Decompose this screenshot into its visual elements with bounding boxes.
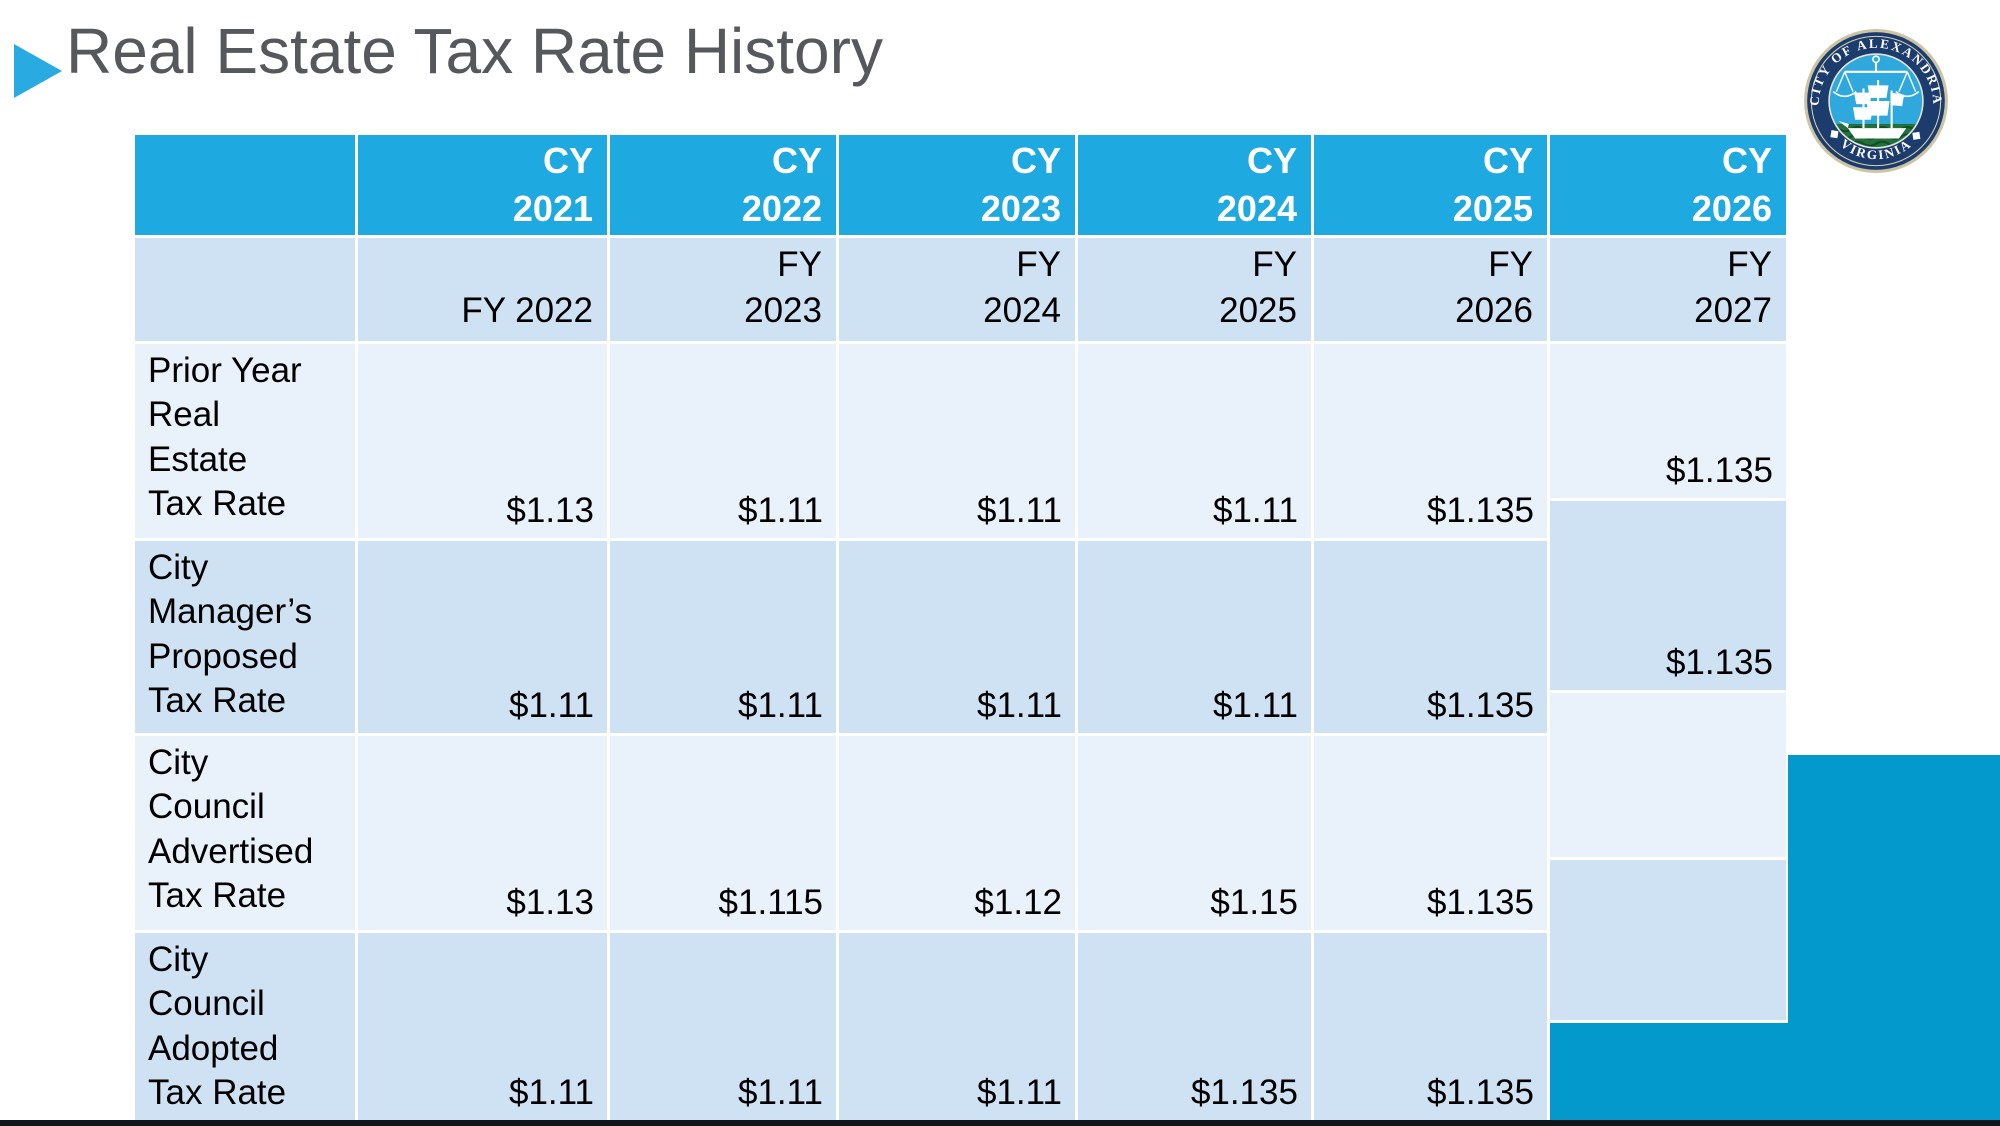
value-text: $1.13 <box>506 883 594 922</box>
value-cell-adopted-cy2026 <box>1550 860 1786 1020</box>
row-label-proposed: City Manager’s Proposed Tax Rate <box>135 541 355 733</box>
header-cell-cy2023: CY 2023 <box>839 135 1075 235</box>
value-cell-prior-year-cy2026: $1.135 <box>1550 344 1786 498</box>
value-cell-advertised-cy2026 <box>1550 693 1786 857</box>
value-cell-advertised-cy2025: $1.135 <box>1314 736 1547 930</box>
value-cell-adopted-cy2022: $1.11 <box>610 933 836 1120</box>
value-cell-proposed-cy2023: $1.11 <box>839 541 1075 733</box>
value-text: $1.12 <box>974 883 1062 922</box>
value-cell-proposed-cy2021: $1.11 <box>358 541 607 733</box>
fy-cell-fy2023: FY 2023 <box>610 238 836 341</box>
value-cell-adopted-cy2023: $1.11 <box>839 933 1075 1120</box>
header-label: CY 2026 <box>1691 140 1772 229</box>
value-text: $1.11 <box>1213 491 1298 530</box>
value-cell-prior-year-cy2023: $1.11 <box>839 344 1075 538</box>
header-cell-empty <box>135 135 355 235</box>
value-text: $1.135 <box>1665 451 1773 490</box>
fy-label: FY 2026 <box>1455 245 1533 330</box>
value-text: $1.11 <box>509 686 594 725</box>
value-text: $1.13 <box>506 491 594 530</box>
header-label: CY 2024 <box>1216 140 1297 229</box>
value-text: $1.11 <box>977 1073 1062 1112</box>
header-cell-cy2022: CY 2022 <box>610 135 836 235</box>
value-text: $1.135 <box>1426 883 1534 922</box>
fy-cell-fy2024: FY 2024 <box>839 238 1075 341</box>
value-text: $1.11 <box>509 1073 594 1112</box>
fy-label: FY 2025 <box>1219 245 1297 330</box>
row-label-text: City Council Advertised Tax Rate <box>148 743 314 916</box>
value-text: $1.135 <box>1426 1073 1534 1112</box>
header-label: CY 2023 <box>980 140 1061 229</box>
row-label-adopted: City Council Adopted Tax Rate <box>135 933 355 1120</box>
header-label: CY 2021 <box>512 140 593 229</box>
fy-cell-fy2027: FY 2027 <box>1550 238 1786 341</box>
scales-of-justice-icon <box>1832 55 1920 98</box>
value-text: $1.11 <box>977 686 1062 725</box>
header-cell-cy2026: CY 2026 <box>1550 135 1786 235</box>
header-cell-cy2021: CY 2021 <box>358 135 607 235</box>
ship-icon <box>1838 80 1907 139</box>
title-bullet-triangle-icon <box>14 44 62 98</box>
value-cell-prior-year-cy2021: $1.13 <box>358 344 607 538</box>
fy-label: FY 2027 <box>1694 245 1772 330</box>
fy-label: FY 2022 <box>461 290 593 330</box>
fy-cell-fy2025: FY 2025 <box>1078 238 1311 341</box>
row-label-text: City Manager’s Proposed Tax Rate <box>148 548 313 721</box>
page-title: Real Estate Tax Rate History <box>66 15 883 87</box>
value-text: $1.135 <box>1426 686 1534 725</box>
fy-cell-fy2022: FY 2022 <box>358 238 607 341</box>
value-text: $1.11 <box>738 686 823 725</box>
value-cell-prior-year-cy2024: $1.11 <box>1078 344 1311 538</box>
row-label-prior-year: Prior Year Real Estate Tax Rate <box>135 344 355 538</box>
fy-cell-fy2026: FY 2026 <box>1314 238 1547 341</box>
value-cell-adopted-cy2021: $1.11 <box>358 933 607 1120</box>
value-cell-prior-year-cy2022: $1.11 <box>610 344 836 538</box>
value-cell-advertised-cy2023: $1.12 <box>839 736 1075 930</box>
decor-rect-column-bottom <box>1550 1023 1789 1126</box>
value-cell-prior-year-cy2025: $1.135 <box>1314 344 1547 538</box>
value-cell-proposed-cy2026: $1.135 <box>1550 501 1786 690</box>
value-text: $1.11 <box>738 1073 823 1112</box>
fy-label: FY 2024 <box>983 245 1061 330</box>
value-cell-proposed-cy2022: $1.11 <box>610 541 836 733</box>
value-cell-proposed-cy2025: $1.135 <box>1314 541 1547 733</box>
value-cell-advertised-cy2022: $1.115 <box>610 736 836 930</box>
header-label: CY 2022 <box>741 140 822 229</box>
value-cell-adopted-cy2024: $1.135 <box>1078 933 1311 1120</box>
value-text: $1.135 <box>1426 491 1534 530</box>
value-text: $1.11 <box>977 491 1062 530</box>
row-label-text: City Council Adopted Tax Rate <box>148 940 287 1113</box>
value-text: $1.15 <box>1210 883 1298 922</box>
decor-rect-bottom-right <box>1788 755 2000 1126</box>
row-label-advertised: City Council Advertised Tax Rate <box>135 736 355 930</box>
value-cell-proposed-cy2024: $1.11 <box>1078 541 1311 733</box>
row-label-text: Prior Year Real Estate Tax Rate <box>148 351 302 524</box>
value-text: $1.11 <box>1213 686 1298 725</box>
value-text: $1.135 <box>1665 643 1773 682</box>
header-label: CY 2025 <box>1452 140 1533 229</box>
header-cell-cy2024: CY 2024 <box>1078 135 1311 235</box>
value-cell-advertised-cy2021: $1.13 <box>358 736 607 930</box>
value-text: $1.135 <box>1190 1073 1298 1112</box>
header-cell-cy2025: CY 2025 <box>1314 135 1547 235</box>
fy-cell-empty <box>135 238 355 341</box>
value-cell-advertised-cy2024: $1.15 <box>1078 736 1311 930</box>
bottom-edge-bar <box>0 1120 2000 1126</box>
value-text: $1.11 <box>738 491 823 530</box>
fy-label: FY 2023 <box>744 245 822 330</box>
value-cell-adopted-cy2025: $1.135 <box>1314 933 1547 1120</box>
value-text: $1.115 <box>718 883 823 922</box>
city-of-alexandria-seal-logo: CITY OF ALEXANDRIA ◆ VIRGINIA ◆ <box>1804 29 1948 173</box>
